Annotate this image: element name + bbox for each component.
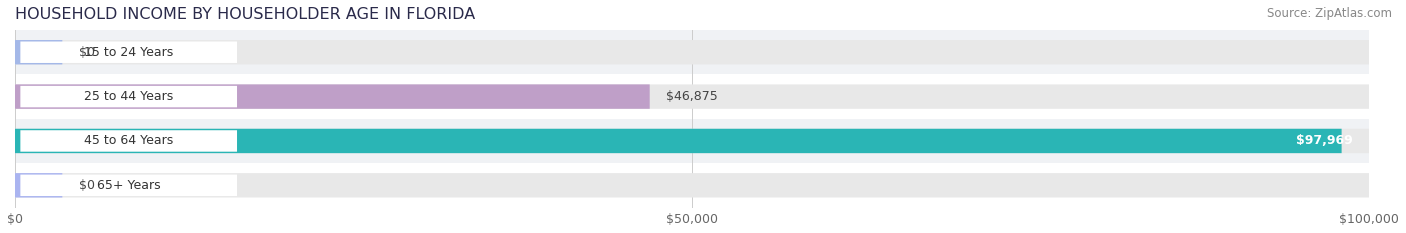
FancyBboxPatch shape (15, 129, 1369, 153)
FancyBboxPatch shape (20, 175, 238, 196)
Text: HOUSEHOLD INCOME BY HOUSEHOLDER AGE IN FLORIDA: HOUSEHOLD INCOME BY HOUSEHOLDER AGE IN F… (15, 7, 475, 22)
Text: $46,875: $46,875 (666, 90, 717, 103)
FancyBboxPatch shape (15, 173, 1369, 198)
Text: $0: $0 (79, 46, 94, 59)
FancyBboxPatch shape (15, 84, 1369, 109)
Text: $97,969: $97,969 (1296, 134, 1353, 147)
Bar (15, 74, 1369, 119)
Bar (15, 163, 1369, 208)
Text: 25 to 44 Years: 25 to 44 Years (84, 90, 173, 103)
FancyBboxPatch shape (20, 86, 238, 107)
Bar (15, 119, 1369, 163)
FancyBboxPatch shape (20, 41, 238, 63)
Text: 45 to 64 Years: 45 to 64 Years (84, 134, 173, 147)
FancyBboxPatch shape (15, 84, 650, 109)
FancyBboxPatch shape (15, 40, 1369, 65)
FancyBboxPatch shape (15, 129, 1341, 153)
FancyBboxPatch shape (15, 173, 62, 198)
FancyBboxPatch shape (15, 40, 62, 65)
Text: $0: $0 (79, 179, 94, 192)
FancyBboxPatch shape (20, 130, 238, 152)
Text: 15 to 24 Years: 15 to 24 Years (84, 46, 173, 59)
Text: 65+ Years: 65+ Years (97, 179, 160, 192)
Bar (15, 30, 1369, 74)
Text: Source: ZipAtlas.com: Source: ZipAtlas.com (1267, 7, 1392, 20)
